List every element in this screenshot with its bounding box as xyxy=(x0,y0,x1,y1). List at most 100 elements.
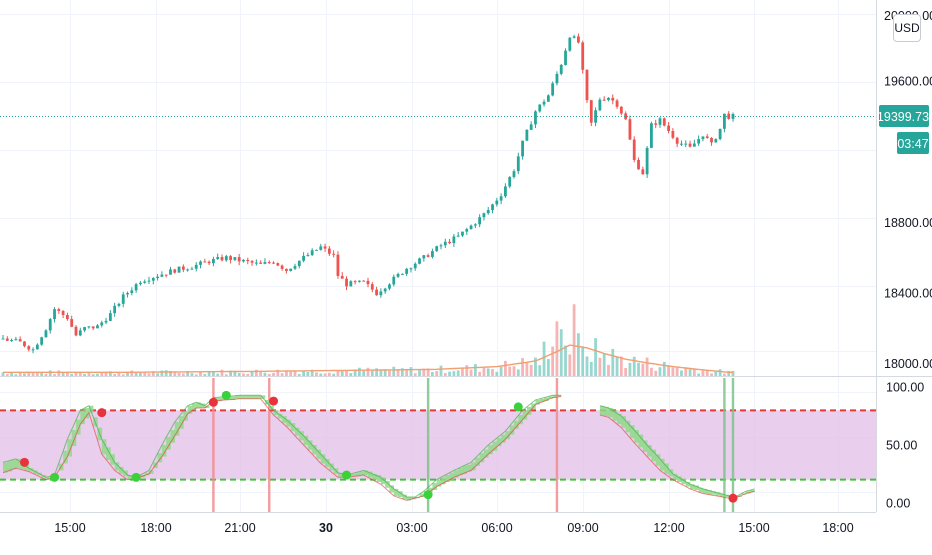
volume-bar xyxy=(516,369,520,376)
volume-bar xyxy=(139,372,142,376)
volume-bar xyxy=(207,372,211,376)
candle-body xyxy=(203,261,207,263)
candle-body xyxy=(650,123,653,148)
candle-body xyxy=(551,83,555,96)
volume-bar xyxy=(5,374,9,376)
oscillator-step xyxy=(385,480,390,488)
candle-body xyxy=(293,266,297,269)
candle-body xyxy=(525,129,529,141)
volume-bar xyxy=(190,373,194,376)
candle-body xyxy=(461,231,464,236)
oscillator-step xyxy=(359,471,365,476)
volume-bar xyxy=(315,372,318,376)
volume-bar xyxy=(564,345,567,376)
candle-body xyxy=(91,326,95,329)
oscillator-step xyxy=(230,396,236,400)
volume-bar xyxy=(383,369,387,376)
volume-bar xyxy=(61,372,65,376)
oscillator-step xyxy=(664,463,669,474)
volume-bar xyxy=(327,372,331,376)
volume-bar xyxy=(310,369,314,376)
currency-button[interactable]: USD xyxy=(893,14,921,42)
volume-bar xyxy=(392,366,396,376)
oscillator-step xyxy=(488,445,493,455)
oscillator-step xyxy=(76,419,81,435)
volume-bar xyxy=(400,368,404,376)
volume-bar xyxy=(220,369,224,376)
candle-body xyxy=(710,138,713,143)
candle-body xyxy=(194,264,198,269)
oscillator-step xyxy=(453,470,459,478)
signal-dot xyxy=(97,408,107,418)
oscillator-step xyxy=(436,479,442,487)
candle-body xyxy=(139,282,142,285)
volume-bar xyxy=(619,356,623,376)
last-price-label: 19399.73 xyxy=(877,105,929,127)
volume-bar xyxy=(194,374,198,376)
volume-bar xyxy=(602,352,606,376)
candle-body xyxy=(18,339,22,342)
volume-bar xyxy=(538,365,542,376)
candle-body xyxy=(426,255,430,257)
candle-body xyxy=(181,266,185,270)
candle-body xyxy=(340,275,344,279)
volume-bar xyxy=(35,371,39,376)
volume-bar xyxy=(499,366,503,376)
oscillator-step xyxy=(677,476,682,482)
volume-bar xyxy=(654,370,658,376)
volume-bar xyxy=(452,371,456,376)
volume-layer xyxy=(1,304,735,376)
volume-bar xyxy=(323,373,327,376)
countdown-text: 03:47 xyxy=(897,137,928,151)
volume-bar xyxy=(108,371,112,376)
candle-body xyxy=(259,262,263,264)
candle-body xyxy=(473,224,477,226)
oscillator-step xyxy=(509,425,515,435)
volume-bar xyxy=(113,374,117,376)
volume-bar xyxy=(340,370,344,376)
candle-body xyxy=(688,143,692,147)
candle-body xyxy=(113,305,117,314)
oscillator-step xyxy=(449,472,455,480)
oscillator-step xyxy=(445,475,450,482)
price-tick-label: 19600.00 xyxy=(884,75,932,89)
candle-body xyxy=(714,139,718,143)
volume-bar xyxy=(478,371,482,376)
volume-bar xyxy=(508,366,512,376)
volume-bar xyxy=(443,373,447,376)
volume-bar xyxy=(104,371,108,376)
candle-body xyxy=(353,281,357,283)
candle-body xyxy=(250,261,254,263)
volume-bar xyxy=(637,362,640,376)
volume-bar xyxy=(529,364,533,376)
overbought-oversold-band xyxy=(0,410,876,480)
oscillator-step xyxy=(350,473,356,477)
signal-dots xyxy=(19,390,738,503)
oscillator-step xyxy=(166,436,171,450)
oscillator-step xyxy=(617,413,622,425)
oscillator-step xyxy=(715,492,721,496)
candle-body xyxy=(508,177,512,187)
oscillator-step xyxy=(608,408,614,418)
oscillator-step xyxy=(84,408,90,419)
time-tick-label: 09:00 xyxy=(567,521,598,535)
oscillator-step xyxy=(475,457,480,466)
candle-body xyxy=(310,250,314,256)
oscillator-step xyxy=(299,431,304,441)
candle-body xyxy=(173,269,177,273)
candle-body xyxy=(598,99,602,111)
candle-body xyxy=(602,99,606,101)
oscillator-step xyxy=(702,488,708,494)
candle-body xyxy=(641,169,645,175)
oscillator-tick-label: 50.00 xyxy=(886,439,917,453)
volume-bar xyxy=(650,367,653,376)
oscillator-step xyxy=(672,473,678,480)
candle-body xyxy=(585,69,589,101)
oscillator-step xyxy=(11,460,17,470)
volume-bar xyxy=(559,329,563,376)
oscillator-step xyxy=(183,411,188,421)
volume-bar xyxy=(70,373,74,376)
candle-body xyxy=(276,263,280,266)
candle-body xyxy=(667,125,670,132)
